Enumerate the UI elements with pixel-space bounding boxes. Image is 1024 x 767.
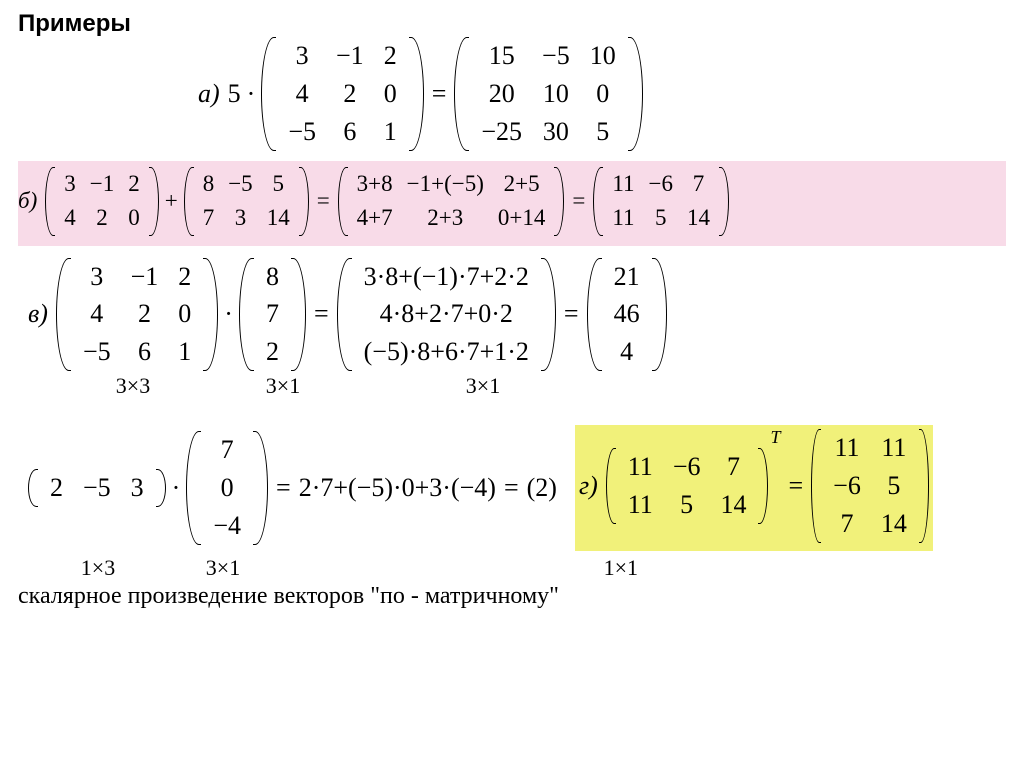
- matrix-c-work: 3·8+(−1)·7+2·2 4·8+2·7+0·2 (−5)·8+6·7+1·…: [337, 258, 556, 372]
- plus-sign: +: [165, 188, 178, 214]
- dim-d-res: 1×1: [278, 555, 638, 581]
- label-g: г): [579, 471, 598, 501]
- mult-dot: ·: [247, 79, 256, 109]
- example-b: б) 3−12 420 + 8−55 7314 = 3+8−1+(−5)2+5 …: [18, 161, 1006, 246]
- matrix-c-result: 21 46 4: [587, 258, 667, 372]
- mult-dot: ·: [172, 473, 181, 503]
- equals-sign: =: [276, 473, 291, 503]
- equals-sign: =: [317, 188, 330, 214]
- example-g: г) 11−67 11514 Т = 1111 −65 714: [575, 425, 933, 551]
- mult-dot: ·: [224, 299, 233, 329]
- dim-c-m2: 3×1: [238, 373, 328, 399]
- dim-c-work: 3×1: [328, 373, 638, 399]
- footer-text: скалярное произведение векторов "по - ма…: [18, 583, 1006, 610]
- label-b: б): [18, 188, 37, 214]
- label-c: в): [28, 299, 48, 329]
- matrix-b-1: 3−12 420: [45, 167, 158, 236]
- dim-c-m1: 3×3: [28, 373, 238, 399]
- equals-sign: =: [789, 471, 804, 501]
- label-a: а): [198, 79, 220, 109]
- matrix-g-out: 1111 −65 714: [811, 429, 929, 543]
- matrix-a-in: 3−12 420 −561: [261, 37, 423, 151]
- equals-sign: =: [432, 79, 447, 109]
- dim-d-col: 3×1: [168, 555, 278, 581]
- example-c: в) 3−12 420 −561 · 8 7 2 = 3·8+(−1)·7+2·…: [28, 258, 1006, 372]
- result-d: (2): [527, 473, 557, 503]
- example-a: а) 5 · 3−12 420 −561 = 15−510 20100 −253…: [198, 37, 1006, 151]
- matrix-b-2: 8−55 7314: [184, 167, 309, 236]
- dims-row-d: 1×3 3×1 1×1: [28, 555, 1006, 581]
- matrix-a-out: 15−510 20100 −25305: [454, 37, 642, 151]
- col-vector: 7 0 −4: [186, 431, 268, 545]
- matrix-c-1: 3−12 420 −561: [56, 258, 218, 372]
- equals-sign: =: [572, 188, 585, 214]
- scalar-five: 5: [228, 79, 241, 109]
- matrix-c-2: 8 7 2: [239, 258, 306, 372]
- transpose-superscript: Т: [770, 427, 780, 448]
- dims-row-c: 3×3 3×1 3×1: [28, 373, 1006, 399]
- equals-sign: =: [504, 473, 519, 503]
- matrix-b-work: 3+8−1+(−5)2+5 4+72+30+14: [338, 167, 565, 236]
- equals-sign: =: [564, 299, 579, 329]
- expansion-d: 2·7+(−5)·0+3·(−4): [299, 473, 496, 503]
- page-title: Примеры: [18, 10, 1006, 38]
- equals-sign: =: [314, 299, 329, 329]
- matrix-b-result: 11−67 11514: [593, 167, 729, 236]
- example-d: 2−53 · 7 0 −4 = 2·7+(−5)·0+3·(−4) = (2) …: [28, 425, 1006, 551]
- matrix-g-in: 11−67 11514: [606, 448, 769, 524]
- row-vector: 2−53: [28, 469, 166, 507]
- dim-d-row: 1×3: [28, 555, 168, 581]
